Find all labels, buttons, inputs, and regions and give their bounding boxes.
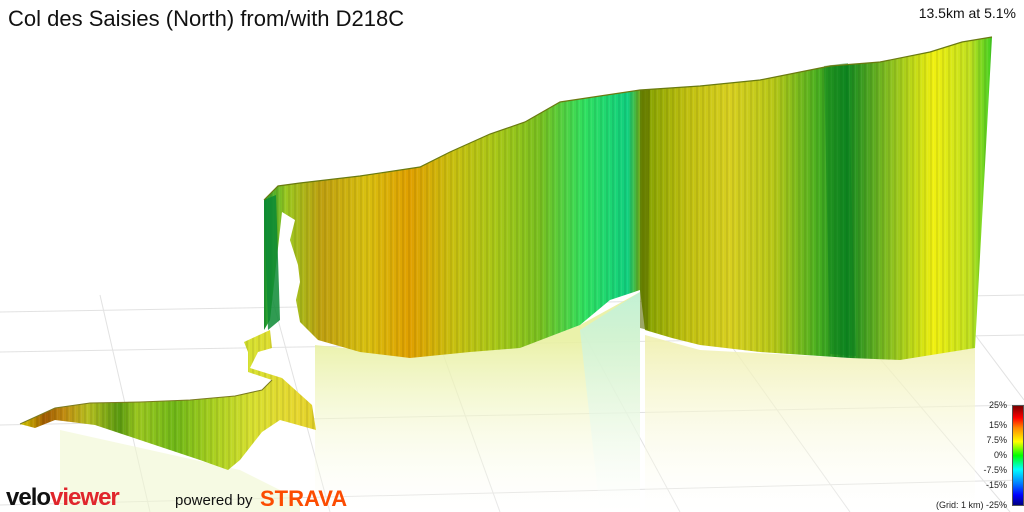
strava-logo[interactable]: STRAVA	[260, 486, 348, 511]
page-title: Col des Saisies (North) from/with D218C	[8, 6, 405, 31]
climb-summary: 13.5km at 5.1%	[918, 5, 1016, 21]
profile-main-section	[263, 36, 993, 360]
profile-reflection	[60, 292, 975, 512]
legend-label: -15%	[985, 480, 1007, 490]
profile-lower-section	[19, 330, 316, 470]
legend-label: -25%	[985, 500, 1007, 510]
legend-label: 25%	[988, 400, 1007, 410]
legend-label: 0%	[993, 450, 1007, 460]
legend-label: 7.5%	[986, 435, 1007, 445]
powered-by-text: powered by	[175, 492, 253, 509]
gradient-color-scale	[1012, 405, 1024, 506]
grid-scale-note: (Grid: 1 km) -25%	[936, 500, 1007, 510]
veloviewer-logo[interactable]: velo viewer	[6, 484, 120, 511]
grid-note-text: (Grid: 1 km)	[935, 500, 984, 510]
legend-label: -7.5%	[983, 465, 1007, 475]
logo-velo-text: velo	[6, 484, 51, 511]
logo-viewer-text: viewer	[50, 484, 120, 511]
legend-label: 15%	[988, 420, 1007, 430]
